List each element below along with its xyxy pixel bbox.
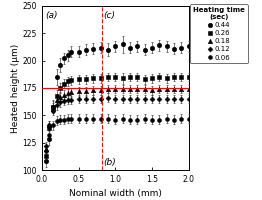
Text: (a): (a) <box>45 11 57 20</box>
Y-axis label: Heated height (μm): Heated height (μm) <box>11 43 20 133</box>
Text: (b): (b) <box>103 158 116 167</box>
Text: (c): (c) <box>103 11 116 20</box>
Legend: 0.44, 0.26, 0.18, 0.12, 0.06: 0.44, 0.26, 0.18, 0.12, 0.06 <box>190 4 248 63</box>
X-axis label: Nominal width (mm): Nominal width (mm) <box>69 189 162 198</box>
